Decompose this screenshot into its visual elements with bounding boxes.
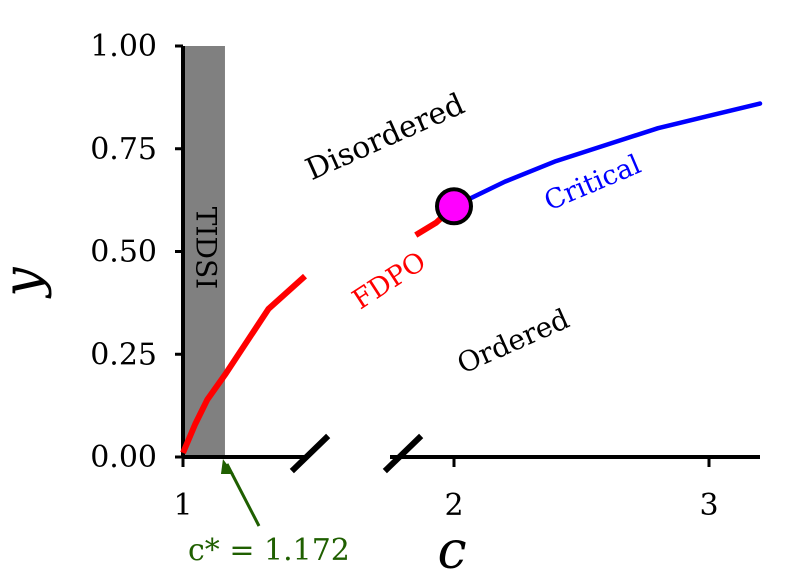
- y-tick-label-0: 0.00: [90, 440, 157, 475]
- disordered-label: Disordered: [301, 87, 470, 188]
- y-tick-label-2: 0.50: [90, 235, 157, 270]
- plot-layer: TIDSI 0.00 0.25 0.50 0.75 1.00 1 2 3 y c Disordered…: [0, 29, 763, 581]
- c-star-arrow-line: [225, 463, 261, 527]
- fdpo-label: FDPO: [347, 246, 432, 316]
- ordered-label: Ordered: [452, 302, 574, 380]
- c-star-arrow-head: [220, 459, 234, 474]
- critical-series-line: [451, 101, 763, 209]
- axis-break-right: [382, 433, 424, 474]
- tidsi-label: TIDSI: [189, 207, 222, 289]
- y-axis-label: y: [0, 267, 53, 299]
- axis-break-left: [289, 433, 331, 474]
- x-tick-label-2: 3: [699, 488, 718, 523]
- y-tick-label-4: 1.00: [90, 29, 157, 64]
- y-tick-label-3: 0.75: [90, 132, 157, 167]
- fdpo-series-segment-0: [180, 273, 308, 455]
- x-axis-label: c: [437, 521, 466, 581]
- x-tick-label-0: 1: [173, 488, 192, 523]
- y-tick-label-1: 0.25: [90, 337, 157, 372]
- c-star-annotation: c* = 1.172: [188, 533, 350, 568]
- critical-point-marker: [435, 187, 473, 226]
- x-tick-label-1: 2: [444, 488, 463, 523]
